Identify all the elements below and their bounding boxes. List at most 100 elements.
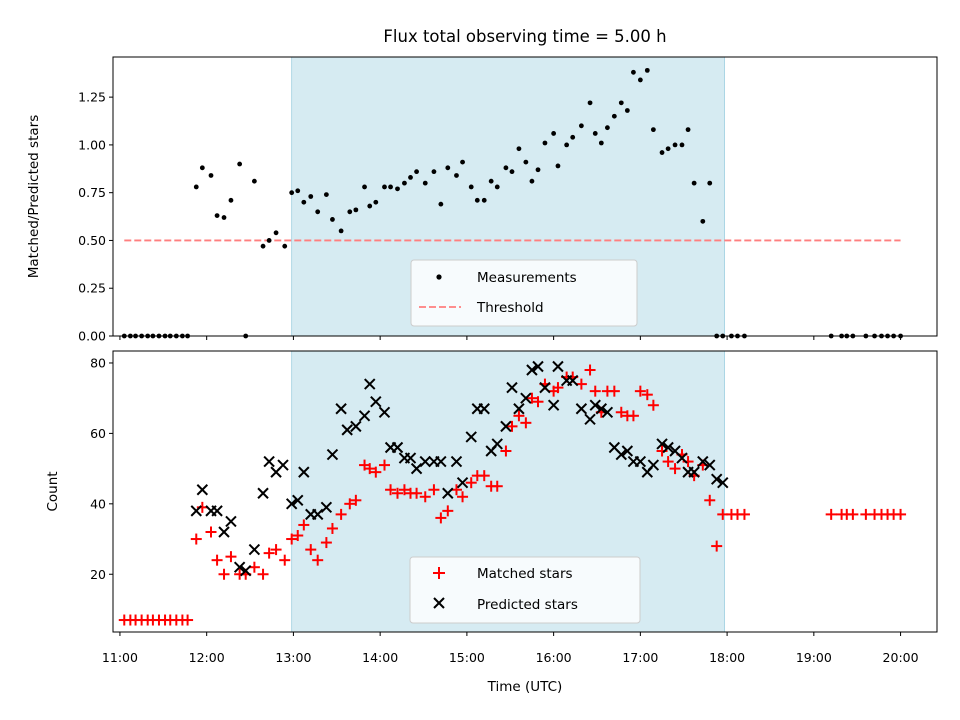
predicted-star-point xyxy=(532,360,544,373)
matched-star-point xyxy=(584,364,596,376)
matched-star-point xyxy=(506,420,518,432)
measurement-point xyxy=(438,201,444,207)
predicted-star-point xyxy=(248,543,261,556)
measurement-point xyxy=(266,238,272,243)
legend-measurements-label: Measurements xyxy=(477,270,577,286)
predicted-star-point xyxy=(478,403,490,415)
predicted-star-point xyxy=(326,448,339,461)
legend-matched-label: Matched stars xyxy=(477,566,573,582)
matched-star-point xyxy=(391,487,403,499)
matched-star-point xyxy=(305,544,317,556)
measurement-point xyxy=(672,142,678,148)
bottom-x-ticks: 11:00 12:00 13:00 14:00 15:00 16:00 17:00 18:00… xyxy=(102,632,919,665)
matched-star-point xyxy=(575,378,587,390)
matched-star-point xyxy=(344,498,356,510)
measurement-point xyxy=(529,178,535,184)
predicted-star-point xyxy=(647,459,660,471)
measurement-point xyxy=(208,173,214,178)
measurement-point xyxy=(535,167,541,173)
measurement-point xyxy=(199,165,205,171)
predicted-star-point xyxy=(391,441,404,454)
predicted-star-point xyxy=(520,392,532,404)
measurement-point xyxy=(260,243,266,249)
measurement-point xyxy=(700,218,706,224)
measurement-point xyxy=(338,228,344,234)
predicted-star-point xyxy=(621,445,634,457)
measurement-point xyxy=(382,184,387,190)
bottom-y-tick-label: 60 xyxy=(90,426,106,441)
measurement-point xyxy=(228,197,234,203)
predicted-star-point xyxy=(404,452,417,464)
measurement-point xyxy=(691,180,697,186)
top-y-tick-label: 0.75 xyxy=(78,185,106,200)
predicted-star-point xyxy=(370,395,382,408)
matched-star-point xyxy=(662,456,674,468)
bottom-legend-box xyxy=(409,556,641,624)
top-x-ticks xyxy=(119,336,902,340)
measurement-point xyxy=(251,178,257,184)
bottom-y-tick-label: 40 xyxy=(90,496,106,511)
predicted-star-point xyxy=(211,505,223,517)
top-axes-frame xyxy=(112,56,938,337)
matched-star-point xyxy=(738,508,750,520)
predicted-star-point xyxy=(442,487,454,499)
measurement-point xyxy=(362,184,367,190)
predicted-star-point xyxy=(662,441,674,454)
matched-star-point xyxy=(326,522,338,534)
predicted-star-point xyxy=(697,455,709,468)
matched-star-point xyxy=(428,484,440,496)
chart-title: Flux total observing time = 5.00 h xyxy=(383,27,666,46)
predicted-star-point xyxy=(552,360,564,373)
measurement-point xyxy=(468,184,474,190)
measurement-point xyxy=(650,127,656,133)
predicted-star-point xyxy=(584,413,596,426)
measurement-point xyxy=(388,184,393,190)
predicted-star-point xyxy=(465,431,477,443)
measurement-point xyxy=(624,108,630,113)
matched-star-point xyxy=(257,568,269,580)
measurement-point xyxy=(685,127,691,133)
matched-star-point xyxy=(225,551,237,563)
bottom-x-tick-label: 16:00 xyxy=(536,650,572,665)
measurement-point xyxy=(488,178,494,184)
predicted-star-point xyxy=(358,410,371,422)
measurement-point xyxy=(214,213,220,219)
predicted-star-point xyxy=(450,455,463,468)
predicted-star-point xyxy=(298,466,310,478)
matched-star-point xyxy=(825,508,837,520)
measurement-point xyxy=(509,169,515,175)
measurement-point xyxy=(494,184,500,190)
matched-star-point xyxy=(385,484,397,496)
predicted-star-point xyxy=(676,452,688,464)
legend-predicted-marker xyxy=(433,597,445,609)
measurement-point xyxy=(481,197,487,203)
measurement-point xyxy=(431,169,437,175)
measurement-point xyxy=(289,190,295,196)
predicted-star-point xyxy=(218,526,230,538)
measurement-point xyxy=(402,180,407,186)
bottom-y-ticks: 20 40 60 80 xyxy=(90,355,113,582)
measurement-point xyxy=(282,243,288,249)
measurement-point xyxy=(679,142,685,148)
matched-star-point xyxy=(634,385,646,397)
matched-star-point xyxy=(491,480,503,492)
top-y-tick-label: 0.50 xyxy=(78,233,106,248)
predicted-star-point xyxy=(688,466,700,478)
measurement-point xyxy=(454,173,459,178)
measurement-point xyxy=(637,77,643,83)
predicted-star-point xyxy=(364,378,376,390)
measurement-points xyxy=(121,67,903,339)
predicted-star-point xyxy=(285,498,298,510)
matched-star-point xyxy=(669,463,681,475)
predicted-star-point xyxy=(656,438,668,450)
matched-star-point xyxy=(320,537,332,549)
matched-star-point xyxy=(350,494,362,506)
measurement-point xyxy=(503,165,509,171)
predicted-star-point xyxy=(513,403,525,415)
bottom-axes-frame xyxy=(112,350,938,633)
measurement-point xyxy=(555,163,561,169)
measurement-point xyxy=(578,123,584,129)
measurement-point xyxy=(592,131,598,136)
top-y-tick-label: 0.00 xyxy=(78,329,106,344)
